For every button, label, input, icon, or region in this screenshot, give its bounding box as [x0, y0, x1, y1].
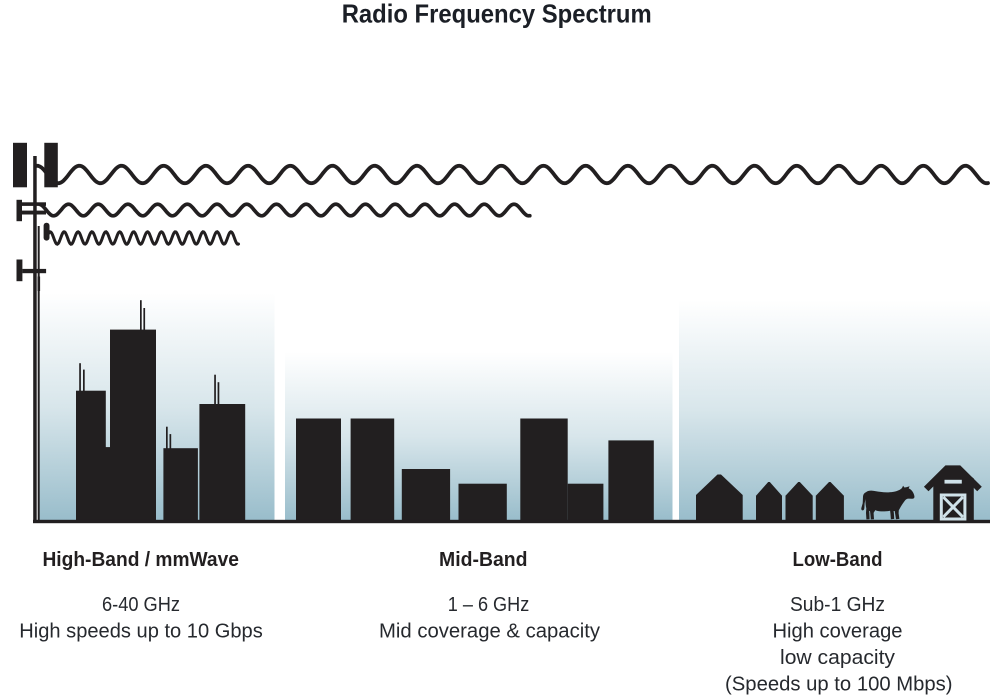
- svg-text:1 – 6 GHz: 1 – 6 GHz: [448, 593, 530, 616]
- svg-text:Mid coverage & capacity: Mid coverage & capacity: [379, 620, 601, 643]
- svg-text:6-40 GHz: 6-40 GHz: [102, 593, 180, 616]
- svg-text:Radio Frequency Spectrum: Radio Frequency Spectrum: [342, 0, 652, 29]
- svg-text:High speeds up to 10 Gbps: High speeds up to 10 Gbps: [19, 620, 263, 643]
- svg-text:High coverage: High coverage: [773, 620, 903, 643]
- svg-text:(Speeds up to 100 Mbps): (Speeds up to 100 Mbps): [725, 673, 953, 696]
- svg-text:Low-Band: Low-Band: [793, 548, 883, 571]
- svg-text:Mid-Band: Mid-Band: [439, 548, 528, 571]
- svg-text:low capacity: low capacity: [780, 646, 896, 669]
- svg-text:Sub-1 GHz: Sub-1 GHz: [790, 593, 885, 616]
- svg-text:High-Band / mmWave: High-Band / mmWave: [42, 548, 239, 571]
